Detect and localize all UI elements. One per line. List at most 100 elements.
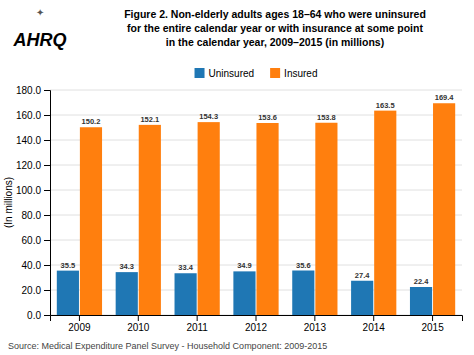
tick: 180.0 (16, 85, 50, 96)
tick-mark (44, 190, 50, 191)
tick-label: 60.0 (22, 235, 42, 246)
axis-line (51, 316, 463, 322)
title: Figure 2. Non-elderly adults ages 18–64 … (124, 8, 426, 48)
bar (80, 127, 102, 315)
data-label: 153.6 (258, 113, 277, 122)
tick-label: 20.0 (22, 285, 42, 296)
data-label: 163.5 (376, 101, 395, 110)
chart: ✦AHRQFigure 2. Non-elderly adults ages 1… (0, 0, 474, 355)
bar (374, 111, 396, 315)
grid-line (50, 190, 462, 191)
bar (410, 287, 432, 315)
tick-mark (44, 115, 50, 116)
axis-line (44, 91, 51, 316)
bar (57, 271, 79, 315)
bars (57, 103, 455, 315)
tick-mark (432, 315, 433, 321)
bar (315, 123, 337, 315)
grid-line (50, 215, 462, 216)
plot: 35.534.333.434.935.627.422.4150.2152.115… (16, 85, 463, 333)
symbol: ✦ (36, 7, 44, 18)
tick-label: 2011 (186, 322, 208, 333)
bar (198, 122, 220, 315)
bar (116, 272, 138, 315)
title-line: in the calendar year, 2009–2015 (in mill… (166, 36, 384, 48)
tick: 2014 (363, 315, 386, 333)
tick-label: 140.0 (16, 135, 41, 146)
title-line: for the entire calendar year or with ins… (127, 22, 423, 34)
grid-line (50, 240, 462, 241)
tick-label: 2010 (127, 322, 150, 333)
y-axis: 0.0 20.0 40.0 60.0 80.0 100.0 120.0 140.0 160.0 1… (16, 85, 51, 321)
tick-mark (44, 265, 50, 266)
data-label: 22.4 (414, 277, 429, 286)
bar (233, 271, 255, 315)
tick-mark (373, 315, 374, 321)
tick-mark (44, 215, 50, 216)
title-line: Figure 2. Non-elderly adults ages 18–64 … (124, 8, 426, 20)
data-label: 33.4 (178, 263, 193, 272)
tick-mark (79, 315, 80, 321)
tick-mark (44, 315, 50, 316)
tick-mark (44, 165, 50, 166)
grid-line (50, 140, 462, 141)
data-label: 34.9 (237, 261, 252, 270)
data-label: 153.8 (317, 113, 336, 122)
tick: 2013 (304, 315, 327, 333)
grid-line (50, 265, 462, 266)
tick-mark (256, 315, 257, 321)
legend-item: Insured (270, 68, 317, 79)
tick-label: 100.0 (16, 185, 41, 196)
tick-mark (314, 315, 315, 321)
legend-swatch (195, 68, 205, 78)
data-labels: 35.534.333.434.935.627.422.4150.2152.115… (61, 93, 455, 286)
data-label: 152.1 (140, 115, 159, 124)
bar (351, 281, 373, 315)
tick-label: 120.0 (16, 160, 41, 171)
legend-swatch (270, 68, 280, 78)
legend-label: Uninsured (209, 68, 255, 79)
tick: 2009 (68, 315, 91, 333)
tick: 20.0 (22, 285, 50, 296)
grid-line (50, 115, 462, 116)
grid-line (50, 165, 462, 166)
tick: 2015 (421, 315, 444, 333)
tick-label: 160.0 (16, 110, 41, 121)
tick: 2012 (245, 315, 268, 333)
tick-label: 2015 (421, 322, 444, 333)
tick-label: 2013 (304, 322, 327, 333)
legend-label: Insured (284, 68, 317, 79)
tick-mark (197, 315, 198, 321)
tick: 2010 (127, 315, 150, 333)
bar (256, 123, 278, 315)
series (80, 103, 455, 315)
data-label: 35.5 (61, 261, 76, 270)
tick-mark (44, 290, 50, 291)
tick-label: 2014 (363, 322, 386, 333)
tick: 80.0 (22, 210, 50, 221)
tick: 0.0 (27, 310, 50, 321)
tick-label: 80.0 (22, 210, 42, 221)
tick-label: 40.0 (22, 260, 42, 271)
tick: 160.0 (16, 110, 50, 121)
data-label: 27.4 (355, 271, 370, 280)
tick: 140.0 (16, 135, 50, 146)
data-label: 154.3 (199, 112, 218, 121)
bar (292, 271, 314, 316)
tick: 120.0 (16, 160, 50, 171)
tick-label: 0.0 (27, 310, 41, 321)
tick: 100.0 (16, 185, 50, 196)
source-note: Source: Medical Expenditure Panel Survey… (8, 341, 327, 351)
tick-label: 2012 (245, 322, 268, 333)
bar (175, 273, 197, 315)
grid-line (50, 290, 462, 291)
grid (50, 90, 462, 315)
tick: 40.0 (22, 260, 50, 271)
data-label: 150.2 (82, 117, 101, 126)
legend: Uninsured Insured (195, 68, 318, 79)
bar (139, 125, 161, 315)
tick-label: 2009 (68, 322, 91, 333)
bar (433, 103, 455, 315)
tick: 60.0 (22, 235, 50, 246)
tick-label: 180.0 (16, 85, 41, 96)
